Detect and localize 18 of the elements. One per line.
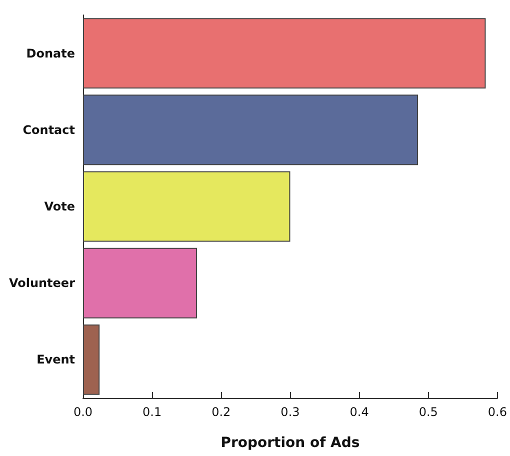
x-tick-label: 0.6 [488, 405, 508, 419]
y-tick-label: Volunteer [8, 276, 76, 290]
x-tick-label: 0.5 [418, 405, 438, 419]
x-tick-label: 0.1 [142, 405, 162, 419]
y-tick-label: Vote [44, 200, 75, 214]
x-tick-label: 0.0 [73, 405, 93, 419]
x-tick-label: 0.4 [350, 405, 369, 419]
y-tick-label: Contact [22, 122, 76, 137]
bar [83, 324, 100, 395]
y-tick-label: Event [36, 352, 76, 367]
y-tick-label: Donate [26, 46, 75, 60]
bar [83, 248, 197, 318]
bar [83, 18, 486, 89]
bar [83, 171, 290, 242]
x-tick-label: 0.3 [280, 405, 300, 419]
x-tick-label: 0.2 [212, 405, 231, 419]
x-axis-title: Proportion of Ads [220, 435, 360, 451]
bar [83, 94, 418, 166]
